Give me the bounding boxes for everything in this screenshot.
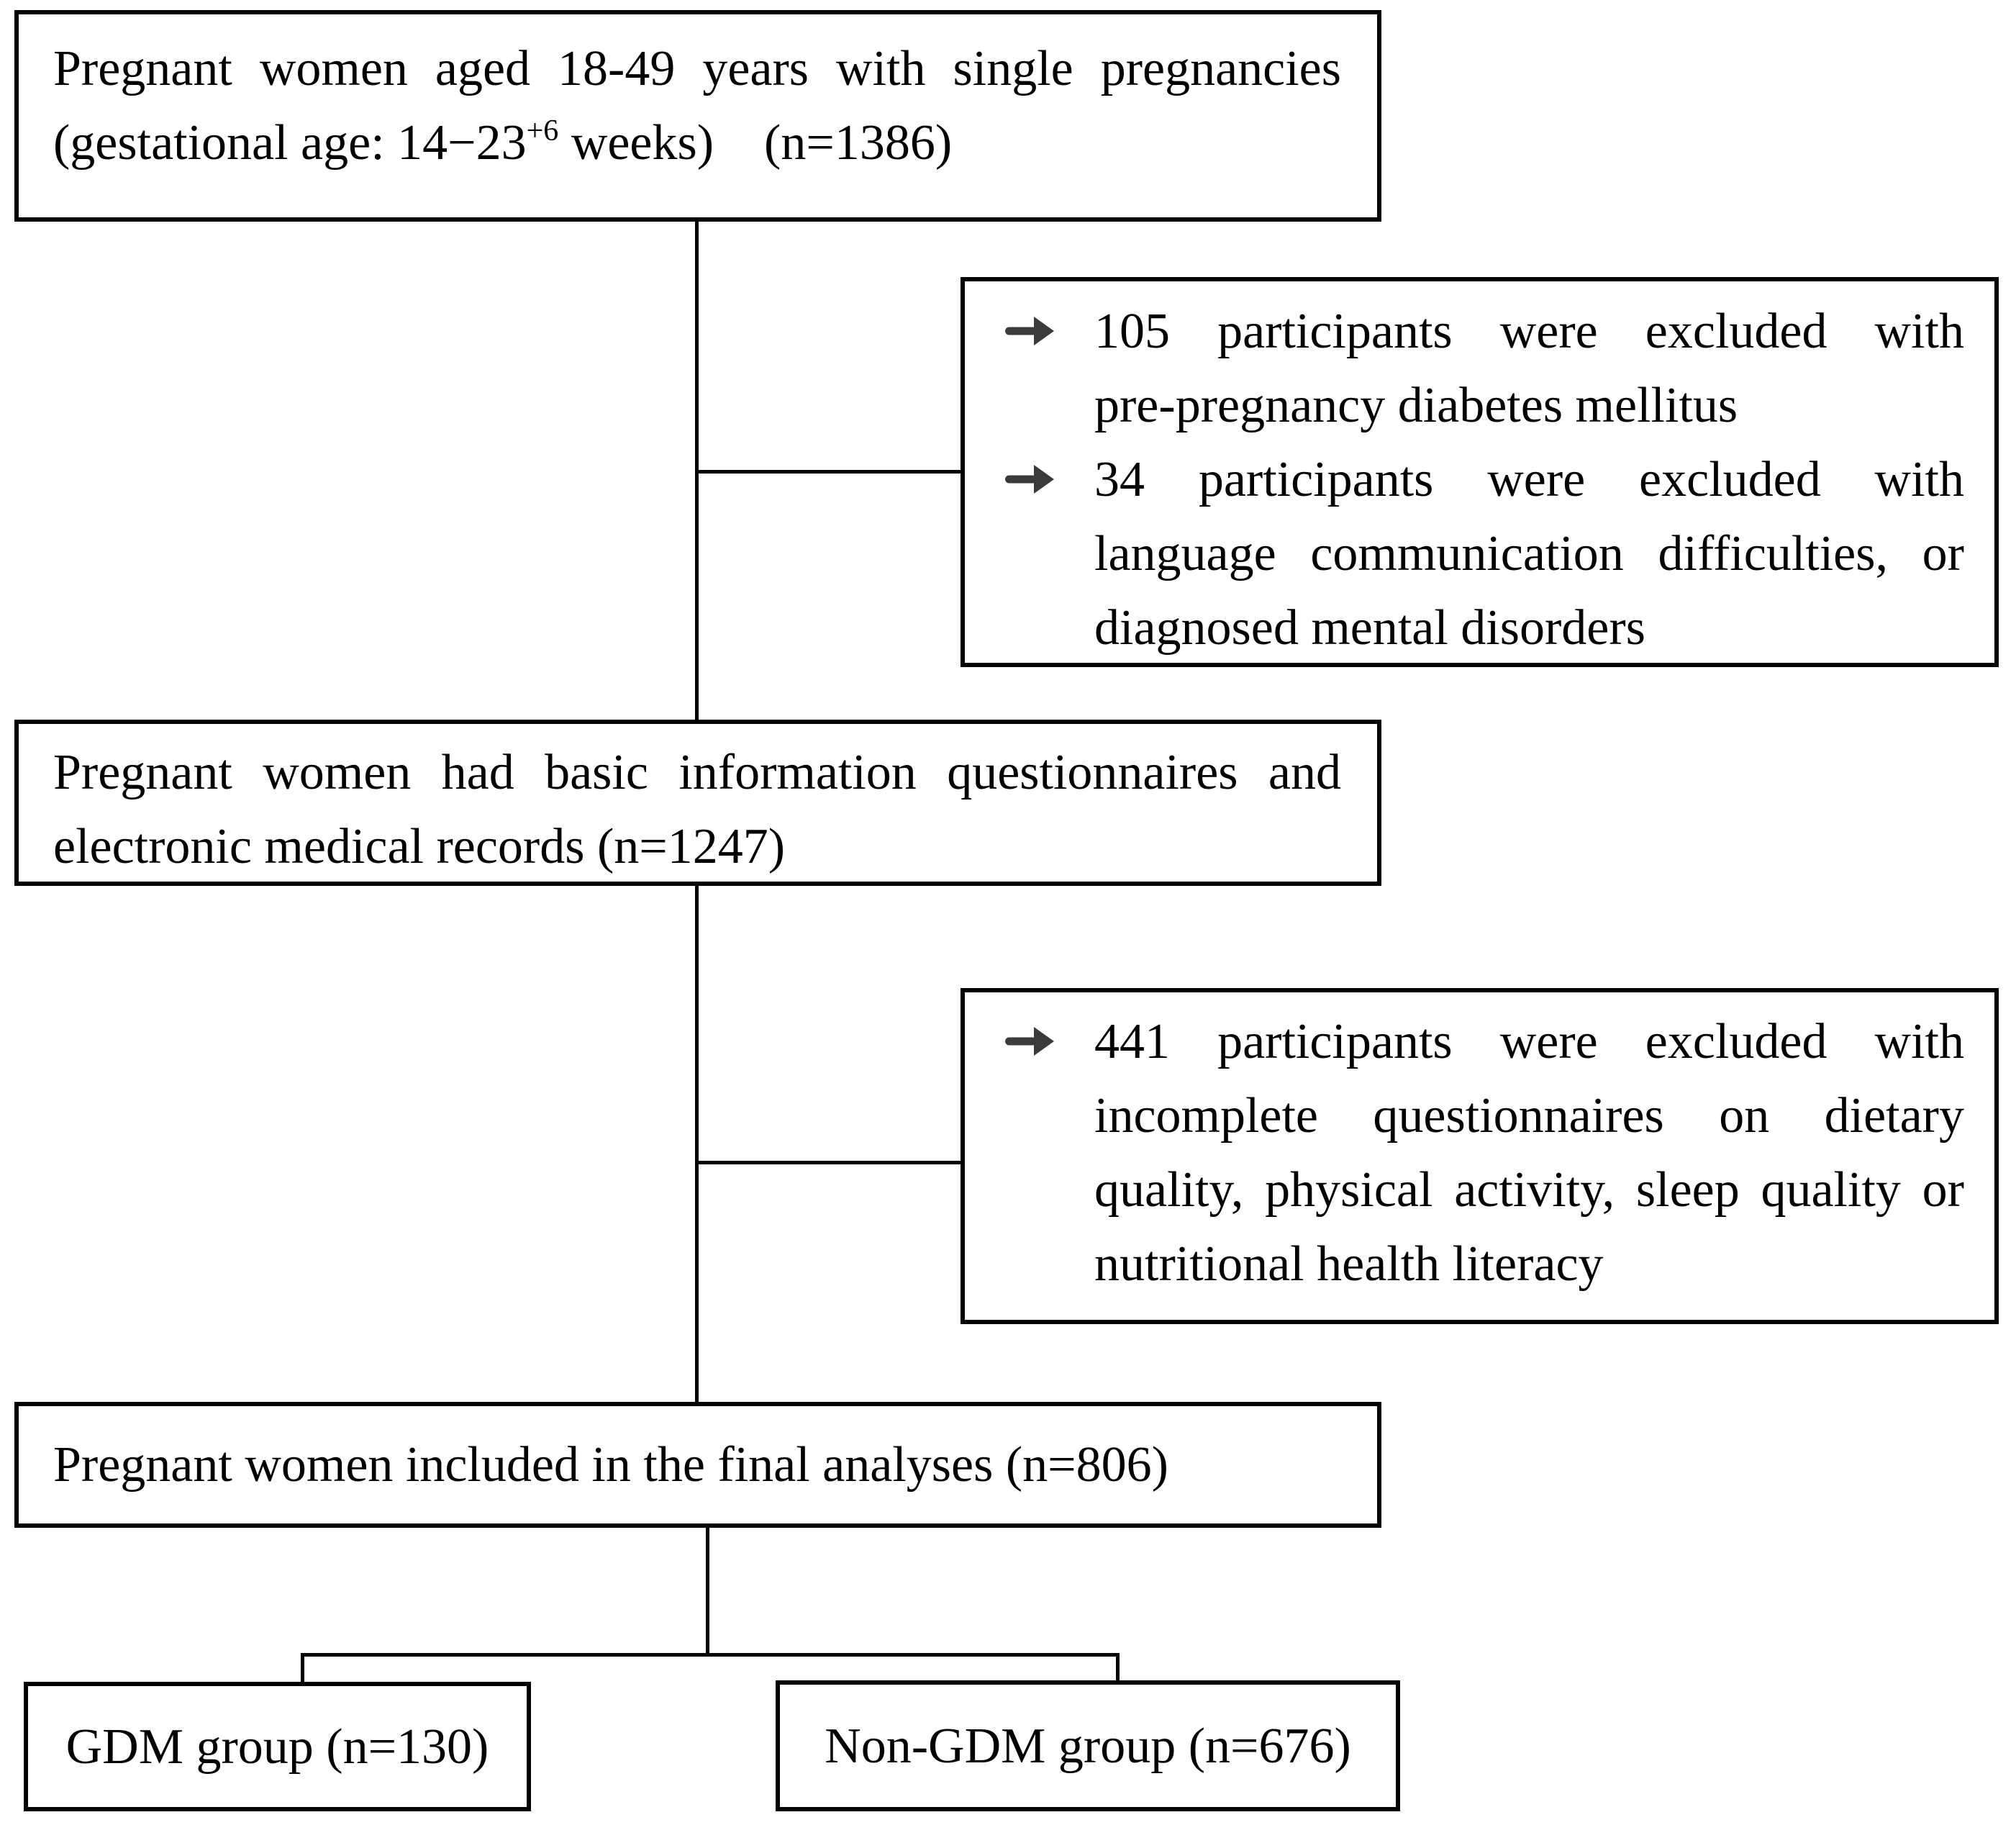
- records-line-2: electronic medical records (n=1247): [53, 819, 786, 874]
- box-records: Pregnant women had basic information que…: [14, 720, 1381, 886]
- connector-branch-right-stub: [1116, 1653, 1120, 1680]
- arrow-right-icon: [1005, 1027, 1054, 1056]
- exclusion-1-item-2-line-1: 34 participants were excluded with: [1094, 452, 1964, 507]
- exclusion-2-item-1-line-1: 441 participants were excluded with: [1094, 1014, 1964, 1069]
- connector-vertical-3: [706, 1528, 709, 1653]
- box-final-analysis: Pregnant women included in the final ana…: [14, 1402, 1381, 1528]
- eligible-line-1: Pregnant women aged 18-49 years with sin…: [53, 41, 1341, 96]
- connector-branch-left-stub: [301, 1653, 304, 1682]
- exclusion-1-item-2-line-2: language communication difficulties, or: [1094, 526, 1964, 581]
- arrow-right-icon: [1005, 465, 1054, 494]
- box-non-gdm-group: Non-GDM group (n=676): [776, 1680, 1400, 1811]
- connector-vertical-2: [695, 886, 699, 1402]
- records-line-1: Pregnant women had basic information que…: [53, 745, 1341, 800]
- exclusion-1-item-1-line-2: pre-pregnancy diabetes mellitus: [1094, 378, 1738, 433]
- arrow-right-icon: [1005, 317, 1054, 345]
- exclusion-1-item-2-line-3: diagnosed mental disorders: [1094, 600, 1645, 656]
- exclusion-2-item-1-line-3: quality, physical activity, sleep qualit…: [1094, 1162, 1964, 1218]
- non-gdm-group-label: Non-GDM group (n=676): [825, 1718, 1351, 1774]
- gdm-group-label: GDM group (n=130): [65, 1718, 489, 1775]
- box-eligible: Pregnant women aged 18-49 years with sin…: [14, 10, 1381, 222]
- box-gdm-group: GDM group (n=130): [24, 1682, 531, 1811]
- eligible-line-2-text: (gestational age: 14−23: [53, 115, 527, 171]
- eligible-line-2-count: weeks) (n=1386): [558, 115, 953, 171]
- connector-horizontal-to-exclusion-2: [695, 1161, 961, 1164]
- box-exclusion-2: 441 participants were excluded with inco…: [961, 988, 1999, 1324]
- eligible-line-2: (gestational age: 14−23+6 weeks) (n=1386…: [53, 106, 1341, 187]
- final-analysis-line: Pregnant women included in the final ana…: [53, 1437, 1168, 1493]
- box-exclusion-1: 105 participants were excluded with pre-…: [961, 277, 1999, 667]
- exclusion-2-item-1-line-2: incomplete questionnaires on dietary: [1094, 1088, 1964, 1144]
- connector-branch-horizontal: [301, 1653, 1120, 1657]
- exclusion-1-item-1-line-1: 105 participants were excluded with: [1094, 304, 1964, 359]
- connector-horizontal-to-exclusion-1: [695, 470, 961, 474]
- exclusion-2-item-1-line-4: nutritional health literacy: [1094, 1236, 1604, 1292]
- gestational-age-superscript: +6: [526, 114, 559, 148]
